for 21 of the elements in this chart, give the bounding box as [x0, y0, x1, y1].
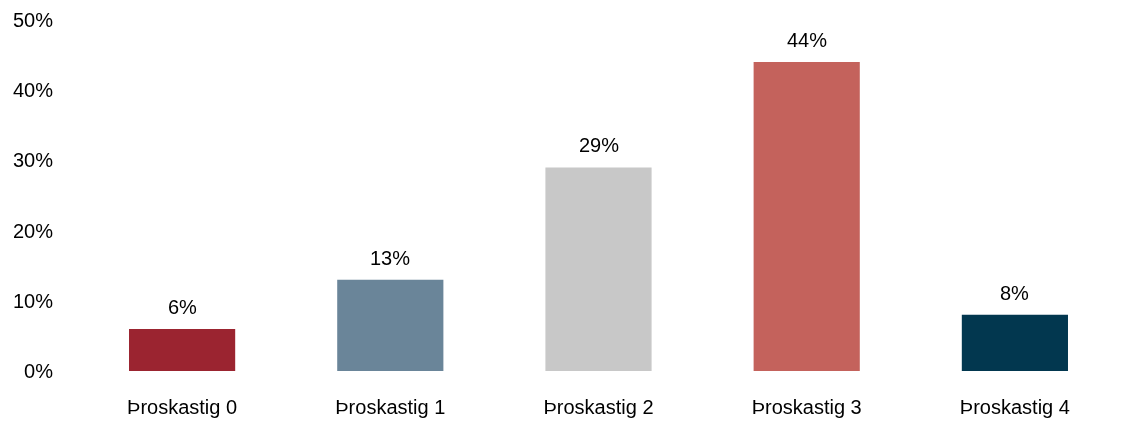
y-tick-label: 0%	[24, 360, 54, 382]
x-tick-label: Þroskastig 3	[751, 396, 862, 418]
bar	[545, 167, 652, 371]
x-tick-label: Þroskastig 1	[335, 396, 446, 418]
bar	[129, 328, 236, 371]
y-tick-label: 40%	[12, 79, 54, 102]
bar	[961, 314, 1068, 371]
x-tick-label: Þroskastig 2	[543, 396, 654, 418]
y-tick-label: 50%	[12, 9, 54, 31]
x-tick-label: Þroskastig 4	[959, 396, 1070, 418]
data-label: 44%	[787, 29, 828, 51]
data-label: 6%	[168, 296, 198, 318]
data-label: 29%	[579, 134, 620, 156]
y-tick-label: 10%	[12, 289, 54, 312]
x-tick-label: Þroskastig 0	[127, 396, 238, 418]
bar	[337, 279, 444, 371]
bar	[753, 62, 860, 371]
data-label: 13%	[370, 247, 411, 269]
data-label: 8%	[1000, 282, 1030, 304]
y-tick-label: 20%	[12, 219, 54, 242]
y-tick-label: 30%	[12, 149, 54, 172]
